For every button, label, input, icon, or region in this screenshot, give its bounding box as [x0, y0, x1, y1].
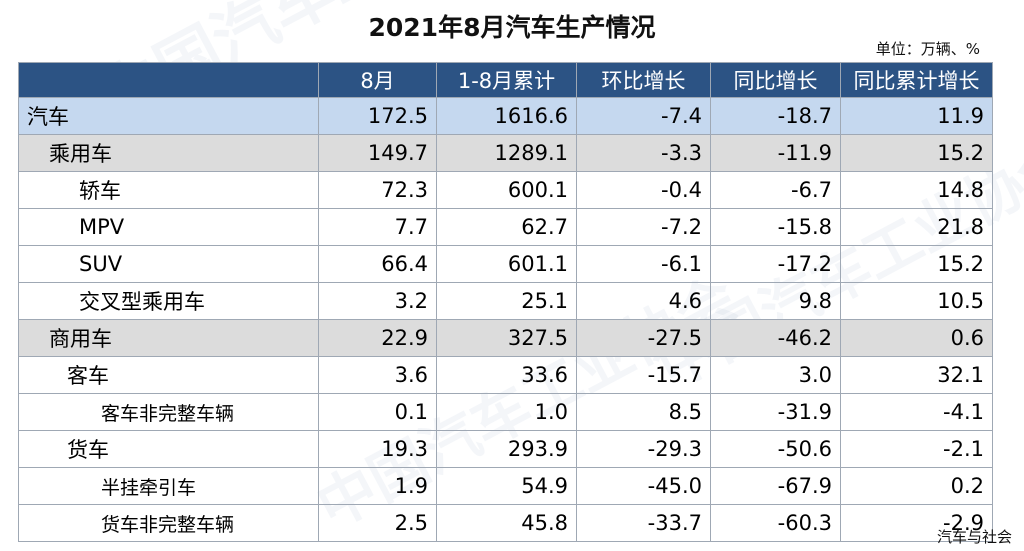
row-label: MPV	[18, 208, 319, 246]
month-value: 149.7	[318, 134, 437, 172]
table-row: 商用车 22.9 327.5 -27.5 -46.2 0.6	[18, 319, 993, 357]
header-cell-cumulative: 1-8月累计	[436, 62, 577, 98]
cumulative-value: 45.8	[436, 504, 577, 542]
row-label: 半挂牵引车	[18, 467, 319, 505]
mom-growth-value: -45.0	[576, 467, 711, 505]
table-row: 交叉型乘用车 3.2 25.1 4.6 9.8 10.5	[18, 282, 993, 320]
mom-growth-value: -15.7	[576, 356, 711, 394]
mom-growth-value: -0.4	[576, 171, 711, 209]
cumulative-value: 601.1	[436, 245, 577, 283]
cumulative-value: 327.5	[436, 319, 577, 357]
row-label: 乘用车	[18, 134, 319, 172]
table-row: 轿车 72.3 600.1 -0.4 -6.7 14.8	[18, 171, 993, 209]
table-row: 客车 3.6 33.6 -15.7 3.0 32.1	[18, 356, 993, 394]
month-value: 3.6	[318, 356, 437, 394]
yoy-growth-value: -15.8	[710, 208, 841, 246]
production-table: 8月 1-8月累计 环比增长 同比增长 同比累计增长 汽车 172.5 1616.6…	[18, 62, 993, 542]
yoy-cumulative-growth-value: 14.8	[840, 171, 993, 209]
cumulative-value: 33.6	[436, 356, 577, 394]
cumulative-value: 1289.1	[436, 134, 577, 172]
yoy-cumulative-growth-value: 15.2	[840, 245, 993, 283]
cumulative-value: 62.7	[436, 208, 577, 246]
mom-growth-value: 4.6	[576, 282, 711, 320]
header-cell-mom-growth: 环比增长	[576, 62, 711, 98]
yoy-cumulative-growth-value: -2.1	[840, 430, 993, 468]
row-label: 商用车	[18, 319, 319, 357]
month-value: 7.7	[318, 208, 437, 246]
row-label: SUV	[18, 245, 319, 283]
yoy-growth-value: -6.7	[710, 171, 841, 209]
header-cell-month: 8月	[318, 62, 437, 98]
yoy-cumulative-growth-value: -2.9	[840, 504, 993, 542]
mom-growth-value: -33.7	[576, 504, 711, 542]
table-row: 乘用车 149.7 1289.1 -3.3 -11.9 15.2	[18, 134, 993, 172]
yoy-growth-value: 3.0	[710, 356, 841, 394]
table-row: 客车非完整车辆 0.1 1.0 8.5 -31.9 -4.1	[18, 393, 993, 431]
yoy-cumulative-growth-value: 21.8	[840, 208, 993, 246]
header-cell-name	[18, 62, 319, 98]
source-label: 汽车与社会	[936, 528, 1012, 546]
cumulative-value: 293.9	[436, 430, 577, 468]
month-value: 3.2	[318, 282, 437, 320]
row-label: 交叉型乘用车	[18, 282, 319, 320]
cumulative-value: 54.9	[436, 467, 577, 505]
yoy-cumulative-growth-value: 10.5	[840, 282, 993, 320]
table-row: SUV 66.4 601.1 -6.1 -17.2 15.2	[18, 245, 993, 283]
row-label: 客车	[18, 356, 319, 394]
yoy-cumulative-growth-value: 0.6	[840, 319, 993, 357]
row-label: 货车	[18, 430, 319, 468]
month-value: 66.4	[318, 245, 437, 283]
yoy-cumulative-growth-value: -4.1	[840, 393, 993, 431]
cumulative-value: 600.1	[436, 171, 577, 209]
yoy-growth-value: -18.7	[710, 97, 841, 135]
month-value: 2.5	[318, 504, 437, 542]
yoy-cumulative-growth-value: 11.9	[840, 97, 993, 135]
header-row: 8月 1-8月累计 环比增长 同比增长 同比累计增长	[18, 62, 993, 98]
cumulative-value: 25.1	[436, 282, 577, 320]
yoy-growth-value: 9.8	[710, 282, 841, 320]
row-label: 货车非完整车辆	[18, 504, 319, 542]
header-cell-yoy-cumulative-growth: 同比累计增长	[840, 62, 993, 98]
row-label: 轿车	[18, 171, 319, 209]
yoy-cumulative-growth-value: 32.1	[840, 356, 993, 394]
unit-label: 单位：万辆、%	[875, 40, 980, 58]
month-value: 1.9	[318, 467, 437, 505]
yoy-growth-value: -17.2	[710, 245, 841, 283]
cumulative-value: 1616.6	[436, 97, 577, 135]
mom-growth-value: -7.4	[576, 97, 711, 135]
mom-growth-value: -3.3	[576, 134, 711, 172]
month-value: 19.3	[318, 430, 437, 468]
table-row: 汽车 172.5 1616.6 -7.4 -18.7 11.9	[18, 97, 993, 135]
row-label: 汽车	[18, 97, 319, 135]
cumulative-value: 1.0	[436, 393, 577, 431]
yoy-cumulative-growth-value: 15.2	[840, 134, 993, 172]
row-label: 客车非完整车辆	[18, 393, 319, 431]
yoy-cumulative-growth-value: 0.2	[840, 467, 993, 505]
yoy-growth-value: -60.3	[710, 504, 841, 542]
mom-growth-value: -29.3	[576, 430, 711, 468]
yoy-growth-value: -50.6	[710, 430, 841, 468]
table-title: 2021年8月汽车生产情况	[368, 13, 656, 42]
table-row: 货车非完整车辆 2.5 45.8 -33.7 -60.3 -2.9	[18, 504, 993, 542]
yoy-growth-value: -67.9	[710, 467, 841, 505]
table-row: MPV 7.7 62.7 -7.2 -15.8 21.8	[18, 208, 993, 246]
table-row: 半挂牵引车 1.9 54.9 -45.0 -67.9 0.2	[18, 467, 993, 505]
month-value: 172.5	[318, 97, 437, 135]
yoy-growth-value: -31.9	[710, 393, 841, 431]
mom-growth-value: -6.1	[576, 245, 711, 283]
mom-growth-value: 8.5	[576, 393, 711, 431]
month-value: 22.9	[318, 319, 437, 357]
mom-growth-value: -27.5	[576, 319, 711, 357]
month-value: 72.3	[318, 171, 437, 209]
table-row: 货车 19.3 293.9 -29.3 -50.6 -2.1	[18, 430, 993, 468]
header-cell-yoy-growth: 同比增长	[710, 62, 841, 98]
yoy-growth-value: -46.2	[710, 319, 841, 357]
mom-growth-value: -7.2	[576, 208, 711, 246]
yoy-growth-value: -11.9	[710, 134, 841, 172]
month-value: 0.1	[318, 393, 437, 431]
